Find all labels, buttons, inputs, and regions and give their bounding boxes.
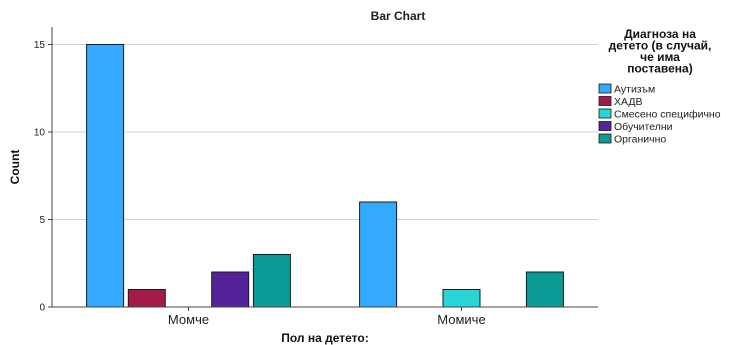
legend-swatch (598, 96, 612, 106)
x-axis-title: Пол на детето: (281, 331, 368, 345)
y-axis-title: Count (8, 150, 22, 185)
legend-swatch (598, 83, 612, 94)
y-tick-label: 5 (39, 215, 45, 226)
legend-title-line: Диагноза на (624, 27, 696, 41)
legend-title-line: че има (640, 50, 680, 64)
bars (86, 44, 564, 308)
legend-entry-label: Аутизъм (614, 84, 655, 96)
legend-entry-label: ХАДВ (614, 96, 642, 108)
legend-title-line: поставена) (627, 62, 692, 76)
x-axis-categories: Момче Момиче (168, 307, 486, 327)
y-axis-ticks: 0 5 10 15 (34, 40, 52, 314)
x-category-label: Момче (168, 312, 209, 327)
chart-title: Bar Chart (371, 9, 426, 23)
bar-2-3 (442, 289, 481, 308)
legend-entry-label: Обучителни (614, 121, 673, 133)
bar-1-5 (252, 254, 291, 308)
bar-1-2 (127, 289, 166, 308)
bar-1-1 (86, 44, 125, 308)
bar-2-1 (359, 201, 398, 308)
bar-2-5 (525, 271, 564, 308)
grid-lines (52, 44, 598, 220)
x-category-label: Момиче (437, 312, 485, 327)
y-tick-label: 10 (34, 128, 46, 139)
axes (51, 27, 598, 308)
legend-swatch (598, 108, 612, 119)
legend-swatch (598, 121, 612, 131)
y-tick-label: 15 (34, 40, 46, 51)
y-tick-label: 0 (39, 303, 45, 314)
bar-1-4 (211, 271, 250, 308)
legend-title-line: детето (в случай, (609, 39, 712, 53)
legend-swatch (598, 133, 612, 144)
legend-entry-label: Органично (614, 134, 666, 146)
legend-entry-label: Смесено специфично (614, 109, 721, 121)
